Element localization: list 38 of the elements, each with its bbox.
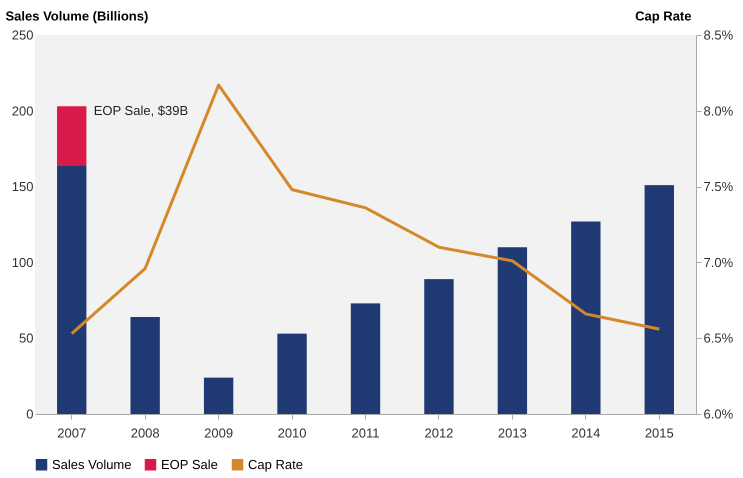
bar [57,165,86,414]
bar [644,185,674,414]
bar [57,106,86,166]
y-tick-label: 150 [12,179,34,194]
x-tick-label: 2009 [204,426,234,440]
x-tick-label: 2012 [424,426,454,440]
x-tick-label: 2014 [571,426,600,440]
y2-tick-label: 8.5% [704,28,734,42]
bar [498,247,528,414]
x-tick-label: 2007 [57,426,86,440]
line-series [70,84,661,336]
legend-label: Sales Volume [52,456,132,472]
y-tick-label: 250 [12,28,34,42]
x-tick-label: 2011 [352,426,380,440]
y-tick-label: 0 [26,406,34,422]
y2-tick-label: 6.5% [704,330,734,346]
annotation: EOP Sale, $39B [94,102,188,118]
y2-tick-label: 7.5% [704,179,734,194]
y2-axis-title: Cap Rate [635,8,692,24]
x-tick-label: 2015 [644,426,674,440]
bar [424,279,454,414]
y2-tick-label: 8.0% [704,103,734,118]
y2-tick-label: 7.0% [704,254,734,270]
bar [204,378,234,414]
y2-tick-label: 6.0% [704,406,734,422]
y-tick-label: 100 [12,254,34,270]
x-tick-label: 2013 [498,426,527,440]
bar [130,316,160,414]
bar [350,303,380,414]
y-axis-title: Sales Volume (Billions) [6,8,148,24]
bar [277,334,307,414]
bar [571,221,601,414]
y-tick-label: 200 [12,103,34,118]
legend-label: Cap Rate [248,456,303,472]
legend-label: EOP Sale [161,456,218,472]
x-tick-label: 2010 [278,426,307,440]
y-tick-label: 50 [19,330,34,346]
x-tick-label: 2008 [130,426,160,440]
